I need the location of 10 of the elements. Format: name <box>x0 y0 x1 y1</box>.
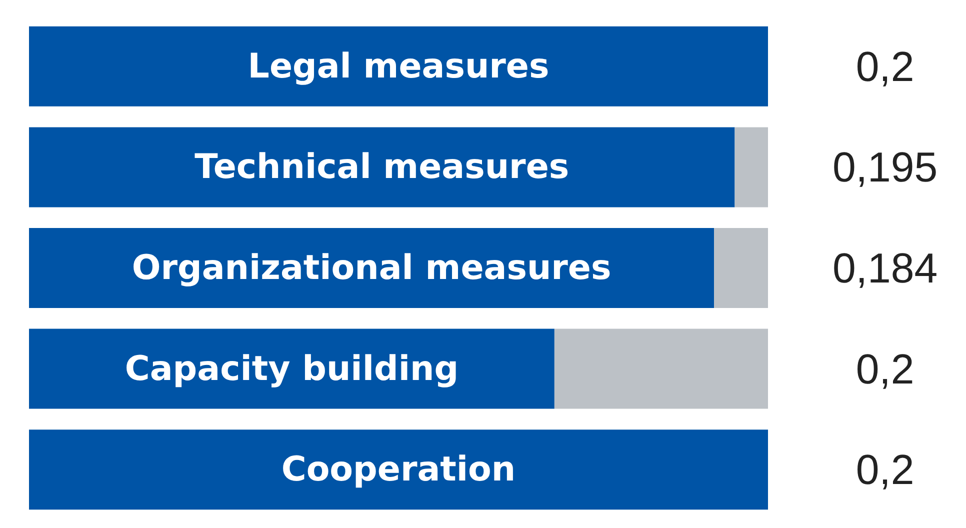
text: 0,2 <box>856 42 914 90</box>
y-tick-label: Legal measures <box>248 46 550 86</box>
y-tick-label: Cooperation <box>281 450 516 490</box>
text: 0,184 <box>832 244 938 292</box>
text: 0,195 <box>832 144 938 191</box>
y-tick-label: Capacity building <box>124 348 459 389</box>
y-tick-label: Technical measures <box>194 147 570 188</box>
text: 0,2 <box>856 446 914 494</box>
y-tick-label: Organizational measures <box>132 248 612 288</box>
text: 0,2 <box>856 345 914 392</box>
